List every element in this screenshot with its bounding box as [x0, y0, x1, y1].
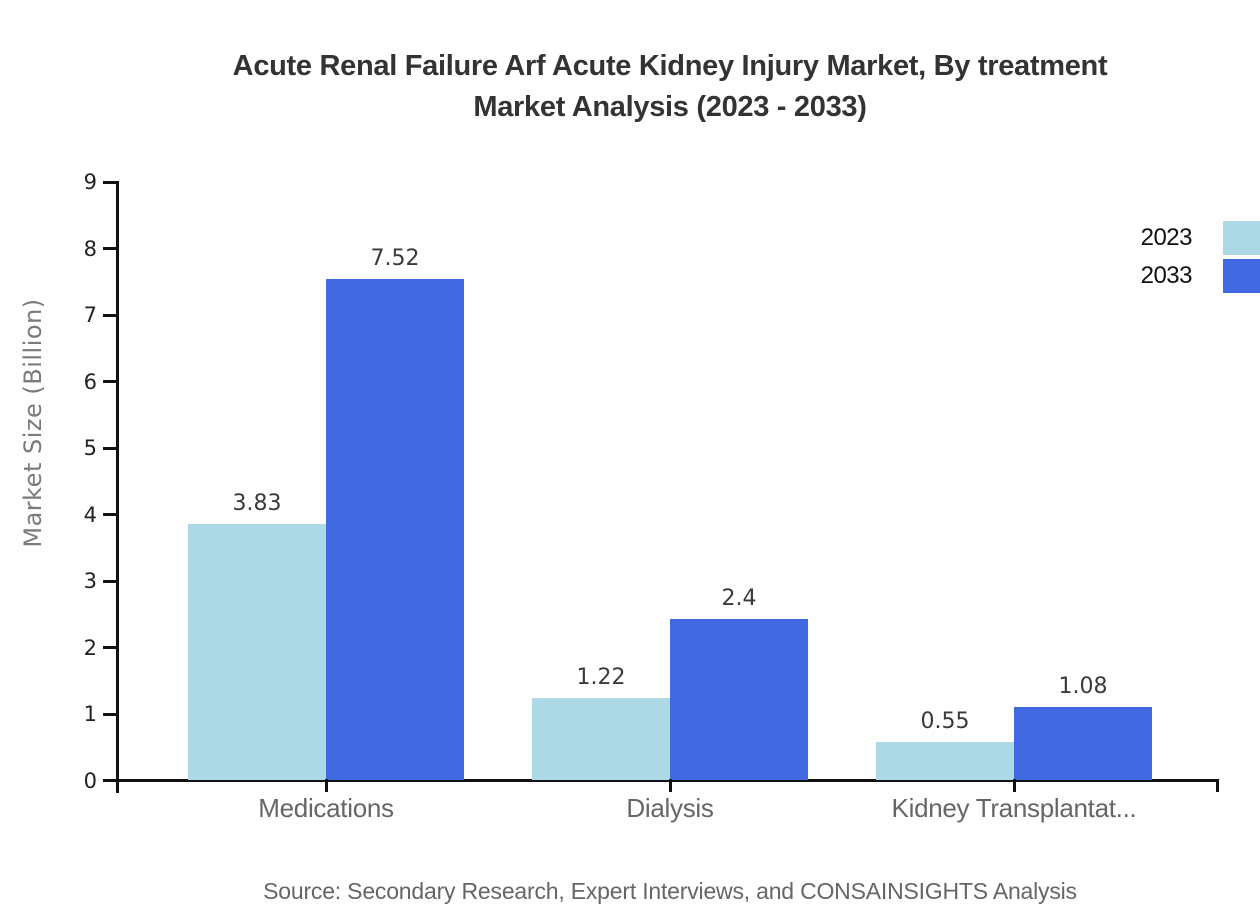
source-note: Source: Secondary Research, Expert Inter… — [263, 878, 1077, 904]
x-axis-end-tick — [1216, 779, 1219, 792]
y-tick-label: 5 — [83, 436, 97, 460]
y-tick-label: 0 — [83, 769, 97, 793]
legend-swatch-2033 — [1223, 259, 1260, 293]
y-tick — [103, 713, 116, 716]
bar-value-label: 1.08 — [1058, 674, 1108, 699]
y-tick — [103, 779, 116, 782]
chart-title: Acute Renal Failure Arf Acute Kidney Inj… — [40, 46, 1260, 128]
x-tick — [669, 779, 672, 792]
x-category-label-dialysis: Dialysis — [626, 793, 714, 823]
bar-2033-kidney-transplantat — [1014, 707, 1152, 780]
y-tick-label: 7 — [83, 303, 97, 327]
bar-value-label: 2.4 — [721, 586, 757, 611]
y-tick — [103, 447, 116, 450]
y-tick-label: 9 — [83, 170, 97, 194]
y-tick — [103, 646, 116, 649]
y-tick-label: 1 — [83, 702, 97, 726]
y-tick-label: 8 — [83, 237, 97, 261]
chart-title-line-2: Market Analysis (2023 - 2033) — [473, 91, 867, 123]
x-category-label-medications: Medications — [258, 793, 394, 823]
chart-title-line-1: Acute Renal Failure Arf Acute Kidney Inj… — [232, 50, 1108, 82]
y-tick-label: 3 — [83, 569, 97, 593]
y-tick-label: 6 — [83, 370, 97, 394]
legend-label-2033: 2033 — [1140, 262, 1193, 289]
bar-2023-dialysis — [532, 698, 670, 780]
bar-2023-kidney-transplantat — [876, 742, 1014, 780]
y-tick — [103, 314, 116, 317]
x-axis-line — [116, 779, 1219, 782]
legend-swatch-2023 — [1223, 221, 1260, 255]
y-tick — [103, 181, 116, 184]
legend-label-2023: 2023 — [1140, 224, 1193, 251]
x-category-label-kidney-transplantat: Kidney Transplantat... — [891, 793, 1137, 823]
bar-2023-medications — [188, 524, 326, 780]
bar-2033-medications — [326, 279, 464, 780]
y-tick — [103, 513, 116, 516]
y-tick-label: 2 — [83, 636, 97, 660]
x-tick — [325, 779, 328, 792]
y-tick — [103, 380, 116, 383]
y-tick-label: 4 — [83, 503, 97, 527]
y-tick — [103, 580, 116, 583]
bar-2033-dialysis — [670, 619, 808, 780]
bar-value-label: 0.55 — [920, 709, 970, 734]
x-tick — [1013, 779, 1016, 792]
bar-value-label: 3.83 — [232, 491, 282, 516]
y-tick — [103, 247, 116, 250]
bar-value-label: 7.52 — [370, 246, 420, 271]
y-axis-line — [116, 181, 119, 793]
bar-value-label: 1.22 — [576, 665, 626, 690]
